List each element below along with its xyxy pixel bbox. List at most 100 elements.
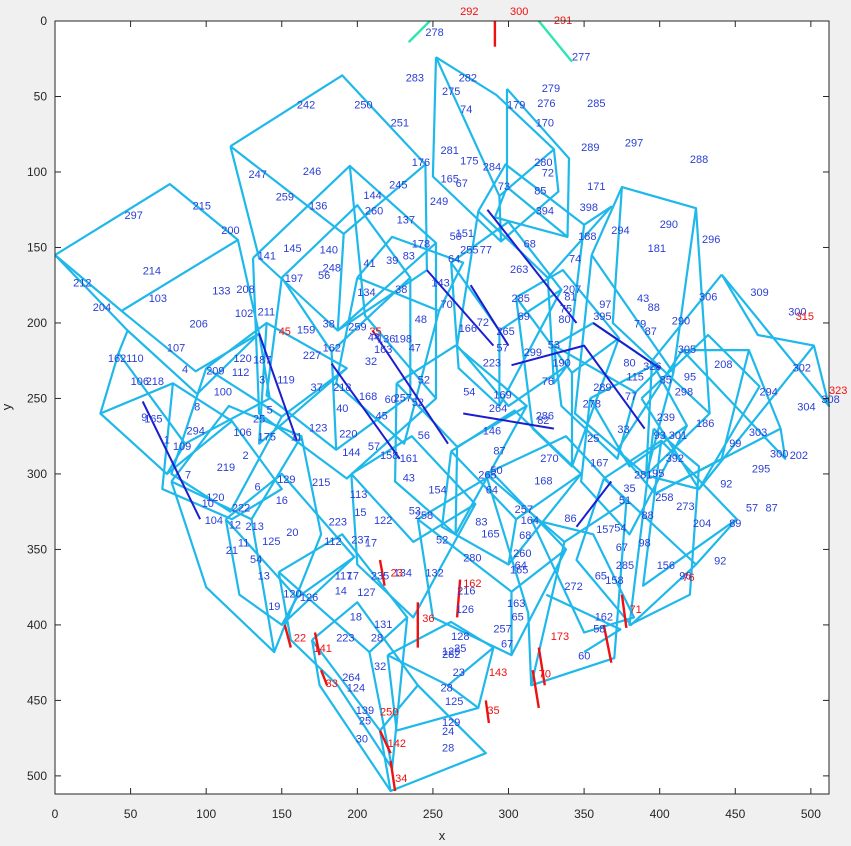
node-label: 295 <box>752 463 770 475</box>
node-label: 179 <box>507 100 525 112</box>
node-label: 5 <box>267 405 273 417</box>
node-label: 48 <box>415 314 427 326</box>
node-label: 18 <box>350 611 362 623</box>
node-label: 80 <box>623 358 635 370</box>
node-label: 272 <box>564 581 582 593</box>
node-label: 23 <box>453 667 465 679</box>
node-label: 169 <box>493 389 511 401</box>
node-label: 22 <box>294 633 306 645</box>
node-label: 139 <box>356 705 374 717</box>
node-label: 25 <box>587 433 599 445</box>
node-label: 140 <box>320 245 338 257</box>
node-label: 107 <box>167 343 185 355</box>
node-label: 294 <box>187 426 205 438</box>
node-label: 165 <box>510 565 528 577</box>
node-label: 19 <box>268 601 280 613</box>
node-label: 113 <box>350 489 368 501</box>
node-label: 32 <box>374 661 386 673</box>
node-label: 214 <box>143 266 161 278</box>
x-tick-label: 250 <box>423 807 443 821</box>
series-cyan-segment-2 <box>120 310 260 373</box>
node-label: 237 <box>351 534 369 546</box>
node-label: 164 <box>521 515 539 527</box>
node-label: 392 <box>666 453 684 465</box>
node-label: 126 <box>456 604 474 616</box>
series-blue-segment-10 <box>469 284 510 347</box>
node-label: 198 <box>394 334 412 346</box>
x-tick-label: 0 <box>52 807 59 821</box>
node-label: 144 <box>342 447 360 459</box>
series-blue-segment-5 <box>486 209 578 324</box>
node-label: 284 <box>483 162 501 174</box>
node-label: 258 <box>415 510 433 522</box>
node-label: 20 <box>286 527 298 539</box>
node-label: 223 <box>329 516 347 528</box>
node-label: 213 <box>246 521 264 533</box>
node-label: 123 <box>309 423 327 435</box>
node-label: 34 <box>395 773 407 785</box>
node-label: 74 <box>460 104 472 116</box>
node-label: 297 <box>625 137 643 149</box>
node-label: 35 <box>369 326 381 338</box>
node-label: 278 <box>425 27 443 39</box>
node-label: 278 <box>583 399 601 411</box>
node-label: 158 <box>605 575 623 587</box>
node-label: 260 <box>513 548 531 560</box>
y-tick-label: 500 <box>27 769 47 783</box>
node-label: 77 <box>480 245 492 257</box>
node-label: 85 <box>534 186 546 198</box>
node-label: 136 <box>309 201 327 213</box>
node-label: 197 <box>285 273 303 285</box>
node-label: 204 <box>693 518 711 530</box>
node-label: 6 <box>255 482 261 494</box>
y-tick-label: 250 <box>27 391 47 405</box>
node-label: 131 <box>374 619 392 631</box>
node-label: 75 <box>560 303 572 315</box>
node-label: 39 <box>386 255 398 267</box>
node-label: 33 <box>326 678 338 690</box>
node-label: 106 <box>131 376 149 388</box>
node-label: 60 <box>385 394 397 406</box>
node-label: 208 <box>236 284 254 296</box>
node-label: 58 <box>593 624 605 636</box>
node-label: 82 <box>537 415 549 427</box>
node-label: 103 <box>149 293 167 305</box>
node-label: 76 <box>542 376 554 388</box>
node-label: 95 <box>652 468 664 480</box>
node-label: 249 <box>430 196 448 208</box>
node-label: 98 <box>639 537 651 549</box>
series-green-segment-1 <box>537 20 573 63</box>
node-label: 220 <box>339 429 357 441</box>
node-label: 264 <box>342 672 360 684</box>
node-label: 79 <box>634 319 646 331</box>
node-label: 92 <box>720 479 732 491</box>
node-label: 99 <box>729 438 741 450</box>
node-label: 52 <box>412 397 424 409</box>
node-label: 395 <box>593 311 611 323</box>
node-label: 73 <box>498 181 510 193</box>
node-label: 41 <box>363 258 375 270</box>
node-label: 97 <box>599 299 611 311</box>
series-red-segment-1 <box>283 624 292 648</box>
node-label: 128 <box>451 631 469 643</box>
node-label: 70 <box>441 299 453 311</box>
node-label: 165 <box>441 174 459 186</box>
node-label: 248 <box>323 263 341 275</box>
series-cyan-segment-28 <box>575 478 697 627</box>
y-axis-label: y <box>0 403 14 410</box>
node-label: 258 <box>655 492 673 504</box>
node-label: 250 <box>380 707 398 719</box>
node-label: 242 <box>297 100 315 112</box>
node-label: 43 <box>637 293 649 305</box>
y-tick-label: 400 <box>27 618 47 632</box>
x-axis-ticks: 0 50 100 150 200 250 300 350 400 450 500 <box>52 21 821 821</box>
node-label: 45 <box>376 411 388 423</box>
node-label: 209 <box>206 365 224 377</box>
node-label: 218 <box>333 382 351 394</box>
node-label: 145 <box>283 243 301 255</box>
node-label: 165 <box>481 528 499 540</box>
node-label: 204 <box>93 302 111 314</box>
node-label: 57 <box>496 343 508 355</box>
node-label: 282 <box>459 72 477 84</box>
node-label: 2 <box>243 450 249 462</box>
